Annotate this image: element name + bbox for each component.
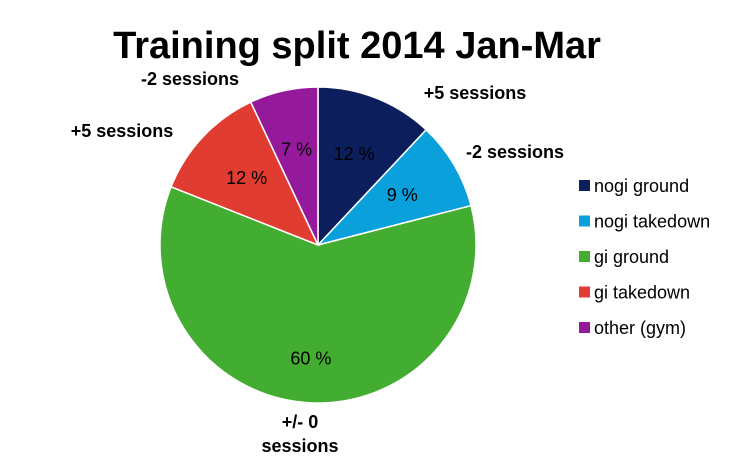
legend-swatch [579, 251, 590, 262]
session-annotations: +5 sessions -2 sessions +/- 0 sessions +5 se… [71, 69, 564, 456]
pie-slice-gi-ground [159, 185, 477, 404]
slice-value-label: 7 % [281, 139, 312, 159]
slice-value-label: 9 % [387, 185, 418, 205]
pie-slices [159, 86, 477, 404]
legend-label: gi takedown [594, 283, 690, 303]
slice-annotation: +5 sessions [424, 83, 527, 103]
slice-value-label: 60 % [290, 349, 331, 369]
pie-slice-other-gym- [249, 86, 319, 246]
chart-title: Training split 2014 Jan-Mar [113, 25, 601, 67]
legend-label: nogi ground [594, 176, 689, 196]
slice-annotation: -2 sessions [466, 142, 564, 162]
legend-swatch [579, 286, 590, 298]
legend-label: gi ground [594, 247, 669, 267]
slice-annotation: -2 sessions [141, 69, 239, 89]
slice-annotation: +/- 0 [282, 412, 319, 432]
legend: nogi ground nogi takedown gi ground gi take… [579, 176, 710, 338]
slice-annotation: sessions [261, 436, 338, 456]
legend-label: other (gym) [594, 318, 686, 338]
slice-value-label: 12 % [226, 168, 267, 188]
value-labels: 12 % 9 % 60 % 12 % 7 % [226, 139, 418, 368]
pie-slice-nogi-ground [317, 86, 428, 247]
pie-slice-nogi-takedown [315, 128, 472, 247]
slice-value-label: 12 % [334, 144, 375, 164]
legend-label: nogi takedown [594, 212, 710, 232]
legend-swatch [579, 322, 590, 333]
pie-slice-gi-takedown [170, 101, 320, 247]
legend-swatch [579, 215, 590, 227]
slice-annotation: +5 sessions [71, 121, 174, 141]
legend-swatch [579, 180, 590, 191]
